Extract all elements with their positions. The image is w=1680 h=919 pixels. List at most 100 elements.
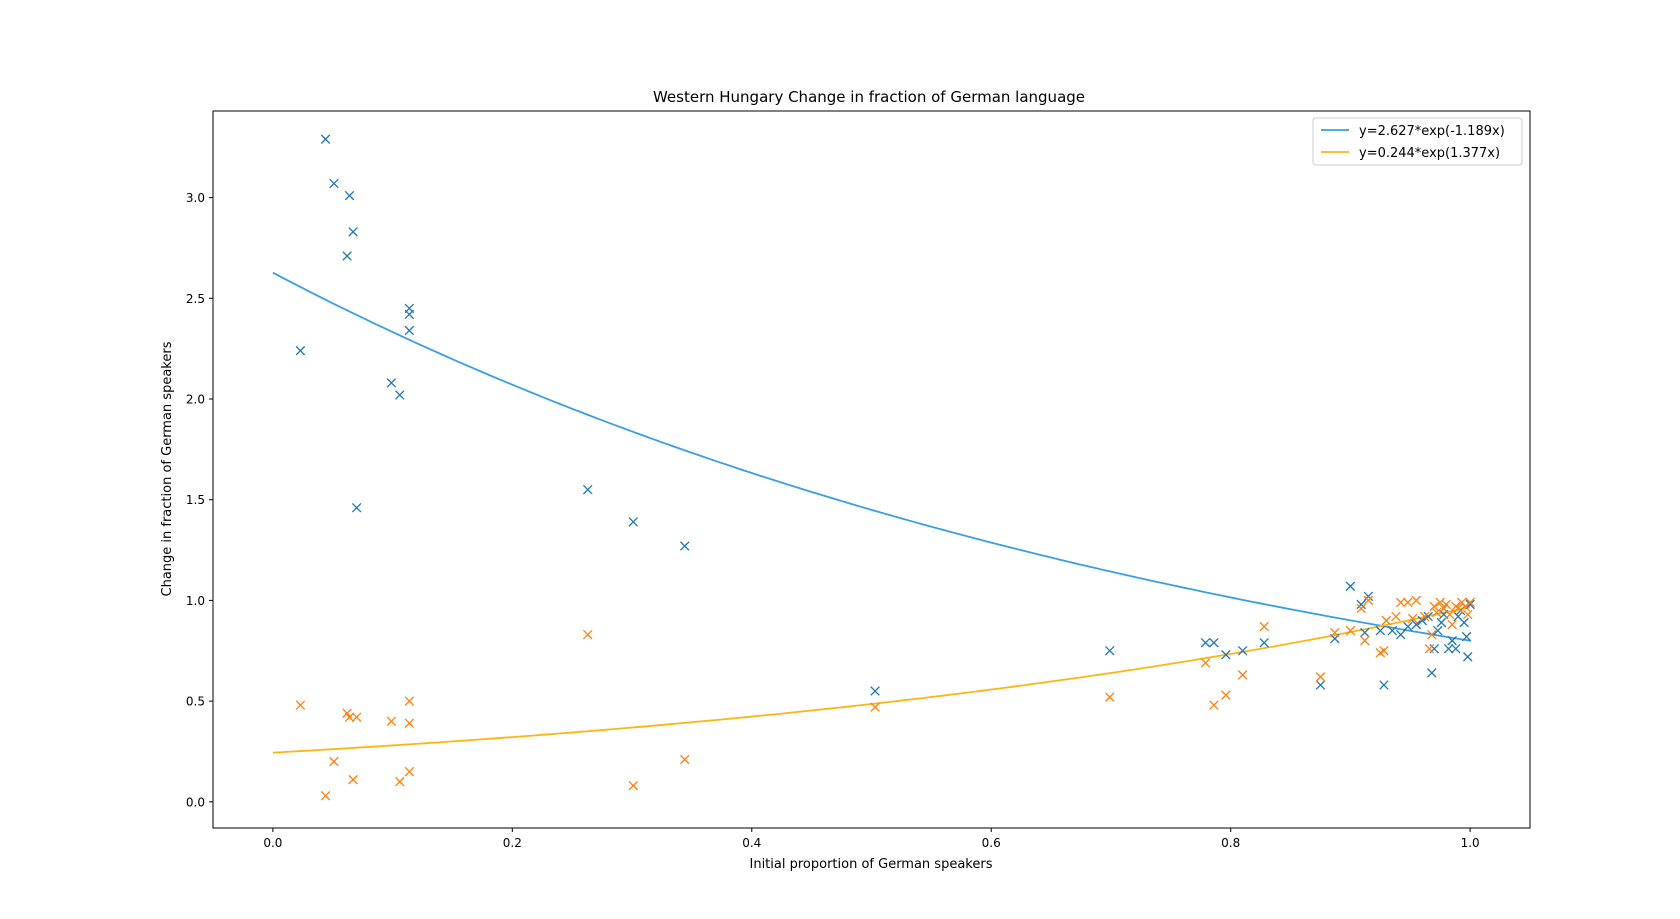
data-point-series-1 — [1356, 599, 1366, 610]
data-point-series-1 — [404, 309, 415, 320]
data-point-series-2 — [404, 696, 415, 706]
y-tick-label: 2.5 — [186, 292, 205, 306]
data-point-series-2 — [1315, 672, 1326, 682]
data-point-series-2 — [1391, 611, 1401, 622]
data-point-series-1 — [1462, 652, 1473, 662]
data-point-series-2 — [1445, 609, 1455, 620]
y-axis-label: Change in fraction of German speakers — [160, 341, 175, 596]
data-point-series-2 — [1209, 700, 1219, 710]
legend-box — [1312, 117, 1523, 166]
data-point-series-2 — [1435, 597, 1445, 608]
data-point-series-1 — [404, 325, 415, 336]
x-axis-label: Initial proportion of German speakers — [750, 857, 993, 872]
data-point-series-2 — [1407, 613, 1418, 624]
data-point-series-1 — [1427, 668, 1437, 678]
data-point-series-1 — [386, 378, 397, 388]
data-point-series-2 — [295, 700, 306, 710]
data-point-series-2 — [1427, 629, 1437, 640]
data-point-series-2 — [628, 780, 639, 791]
x-tick-label: 0.0 — [263, 836, 282, 850]
plot-frame — [212, 110, 1531, 829]
data-point-series-1 — [1465, 599, 1475, 610]
data-point-series-1 — [342, 251, 352, 261]
data-point-series-2 — [1441, 599, 1451, 610]
data-point-series-1 — [295, 345, 306, 356]
data-point-series-1 — [1411, 619, 1422, 630]
data-point-series-2 — [1105, 692, 1115, 702]
legend-label-fit-1: y=2.627*exp(-1.189x) — [1359, 124, 1505, 139]
data-point-series-2 — [1200, 658, 1211, 668]
data-point-series-1 — [1237, 646, 1248, 656]
data-point-series-1 — [1363, 591, 1374, 602]
x-tick-label: 0.4 — [742, 836, 761, 850]
data-point-series-2 — [1345, 625, 1356, 636]
data-point-series-1 — [1429, 643, 1439, 654]
data-point-series-1 — [1315, 680, 1326, 690]
data-point-series-2 — [1424, 643, 1435, 654]
data-point-series-1 — [870, 686, 880, 696]
data-point-series-1 — [1360, 627, 1370, 638]
data-point-series-2 — [1403, 597, 1413, 608]
data-point-series-1 — [1105, 646, 1115, 656]
data-point-series-2 — [386, 716, 397, 727]
data-point-series-2 — [1379, 646, 1389, 656]
fit-line-1 — [272, 271, 1471, 642]
data-point-series-1 — [1375, 625, 1386, 636]
data-point-series-1 — [679, 541, 690, 551]
data-point-series-2 — [1395, 597, 1406, 608]
data-point-series-2 — [1381, 615, 1392, 626]
data-point-series-2 — [870, 702, 880, 712]
data-point-series-2 — [1356, 603, 1366, 614]
data-point-series-1 — [1423, 611, 1433, 622]
data-point-series-1 — [582, 484, 593, 495]
data-point-series-2 — [1453, 603, 1463, 614]
data-point-series-2 — [582, 629, 593, 640]
y-tick-label: 2.0 — [186, 393, 205, 407]
data-point-series-1 — [348, 227, 358, 237]
data-point-series-2 — [1419, 611, 1430, 622]
x-tick-label: 1.0 — [1461, 836, 1480, 850]
data-point-series-2 — [1259, 621, 1269, 632]
data-point-series-1 — [1395, 629, 1406, 640]
data-point-series-2 — [1431, 607, 1442, 618]
data-point-series-1 — [1209, 637, 1219, 648]
data-point-series-1 — [1459, 617, 1469, 628]
data-point-series-1 — [1433, 625, 1443, 636]
data-point-series-2 — [395, 776, 405, 787]
data-point-series-2 — [679, 754, 690, 765]
data-point-series-1 — [1451, 643, 1461, 654]
data-point-series-2 — [329, 756, 339, 767]
data-point-series-1 — [1259, 637, 1269, 648]
data-point-series-1 — [628, 517, 639, 527]
y-tick-label: 0.0 — [186, 795, 205, 809]
data-point-series-2 — [1429, 601, 1439, 612]
x-tick-label: 0.2 — [503, 836, 522, 850]
legend-label-fit-2: y=0.244*exp(1.377x) — [1359, 146, 1500, 161]
data-point-series-2 — [1330, 627, 1340, 638]
x-axis-ticks: 0.0 0.2 0.4 0.6 0.8 1.0 — [263, 828, 1480, 850]
data-point-series-2 — [1237, 670, 1248, 680]
data-point-series-1 — [1379, 680, 1389, 690]
data-point-series-2 — [348, 774, 358, 785]
data-point-series-1 — [1345, 581, 1356, 592]
y-axis-ticks: 0.0 0.5 1.0 1.5 2.0 2.5 3.0 — [186, 191, 213, 809]
data-point-series-1 — [320, 134, 331, 144]
data-point-series-2 — [351, 712, 362, 722]
data-point-series-1 — [1436, 617, 1447, 628]
y-tick-label: 0.5 — [186, 695, 205, 709]
data-point-series-2 — [1360, 635, 1370, 646]
data-point-series-2 — [1447, 619, 1457, 630]
data-point-series-2 — [1465, 597, 1475, 608]
data-point-series-1 — [1447, 635, 1457, 646]
data-point-series-1 — [1200, 637, 1211, 648]
y-tick-label: 3.0 — [186, 191, 205, 205]
data-point-series-2 — [404, 718, 415, 729]
data-point-series-1 — [344, 190, 355, 201]
data-point-series-2 — [320, 791, 331, 801]
data-point-series-2 — [404, 766, 415, 777]
y-tick-label: 1.0 — [186, 594, 205, 608]
data-point-series-2 — [1363, 595, 1374, 606]
x-tick-label: 0.8 — [1221, 836, 1240, 850]
chart-title: Western Hungary Change in fraction of Ge… — [653, 88, 1085, 106]
